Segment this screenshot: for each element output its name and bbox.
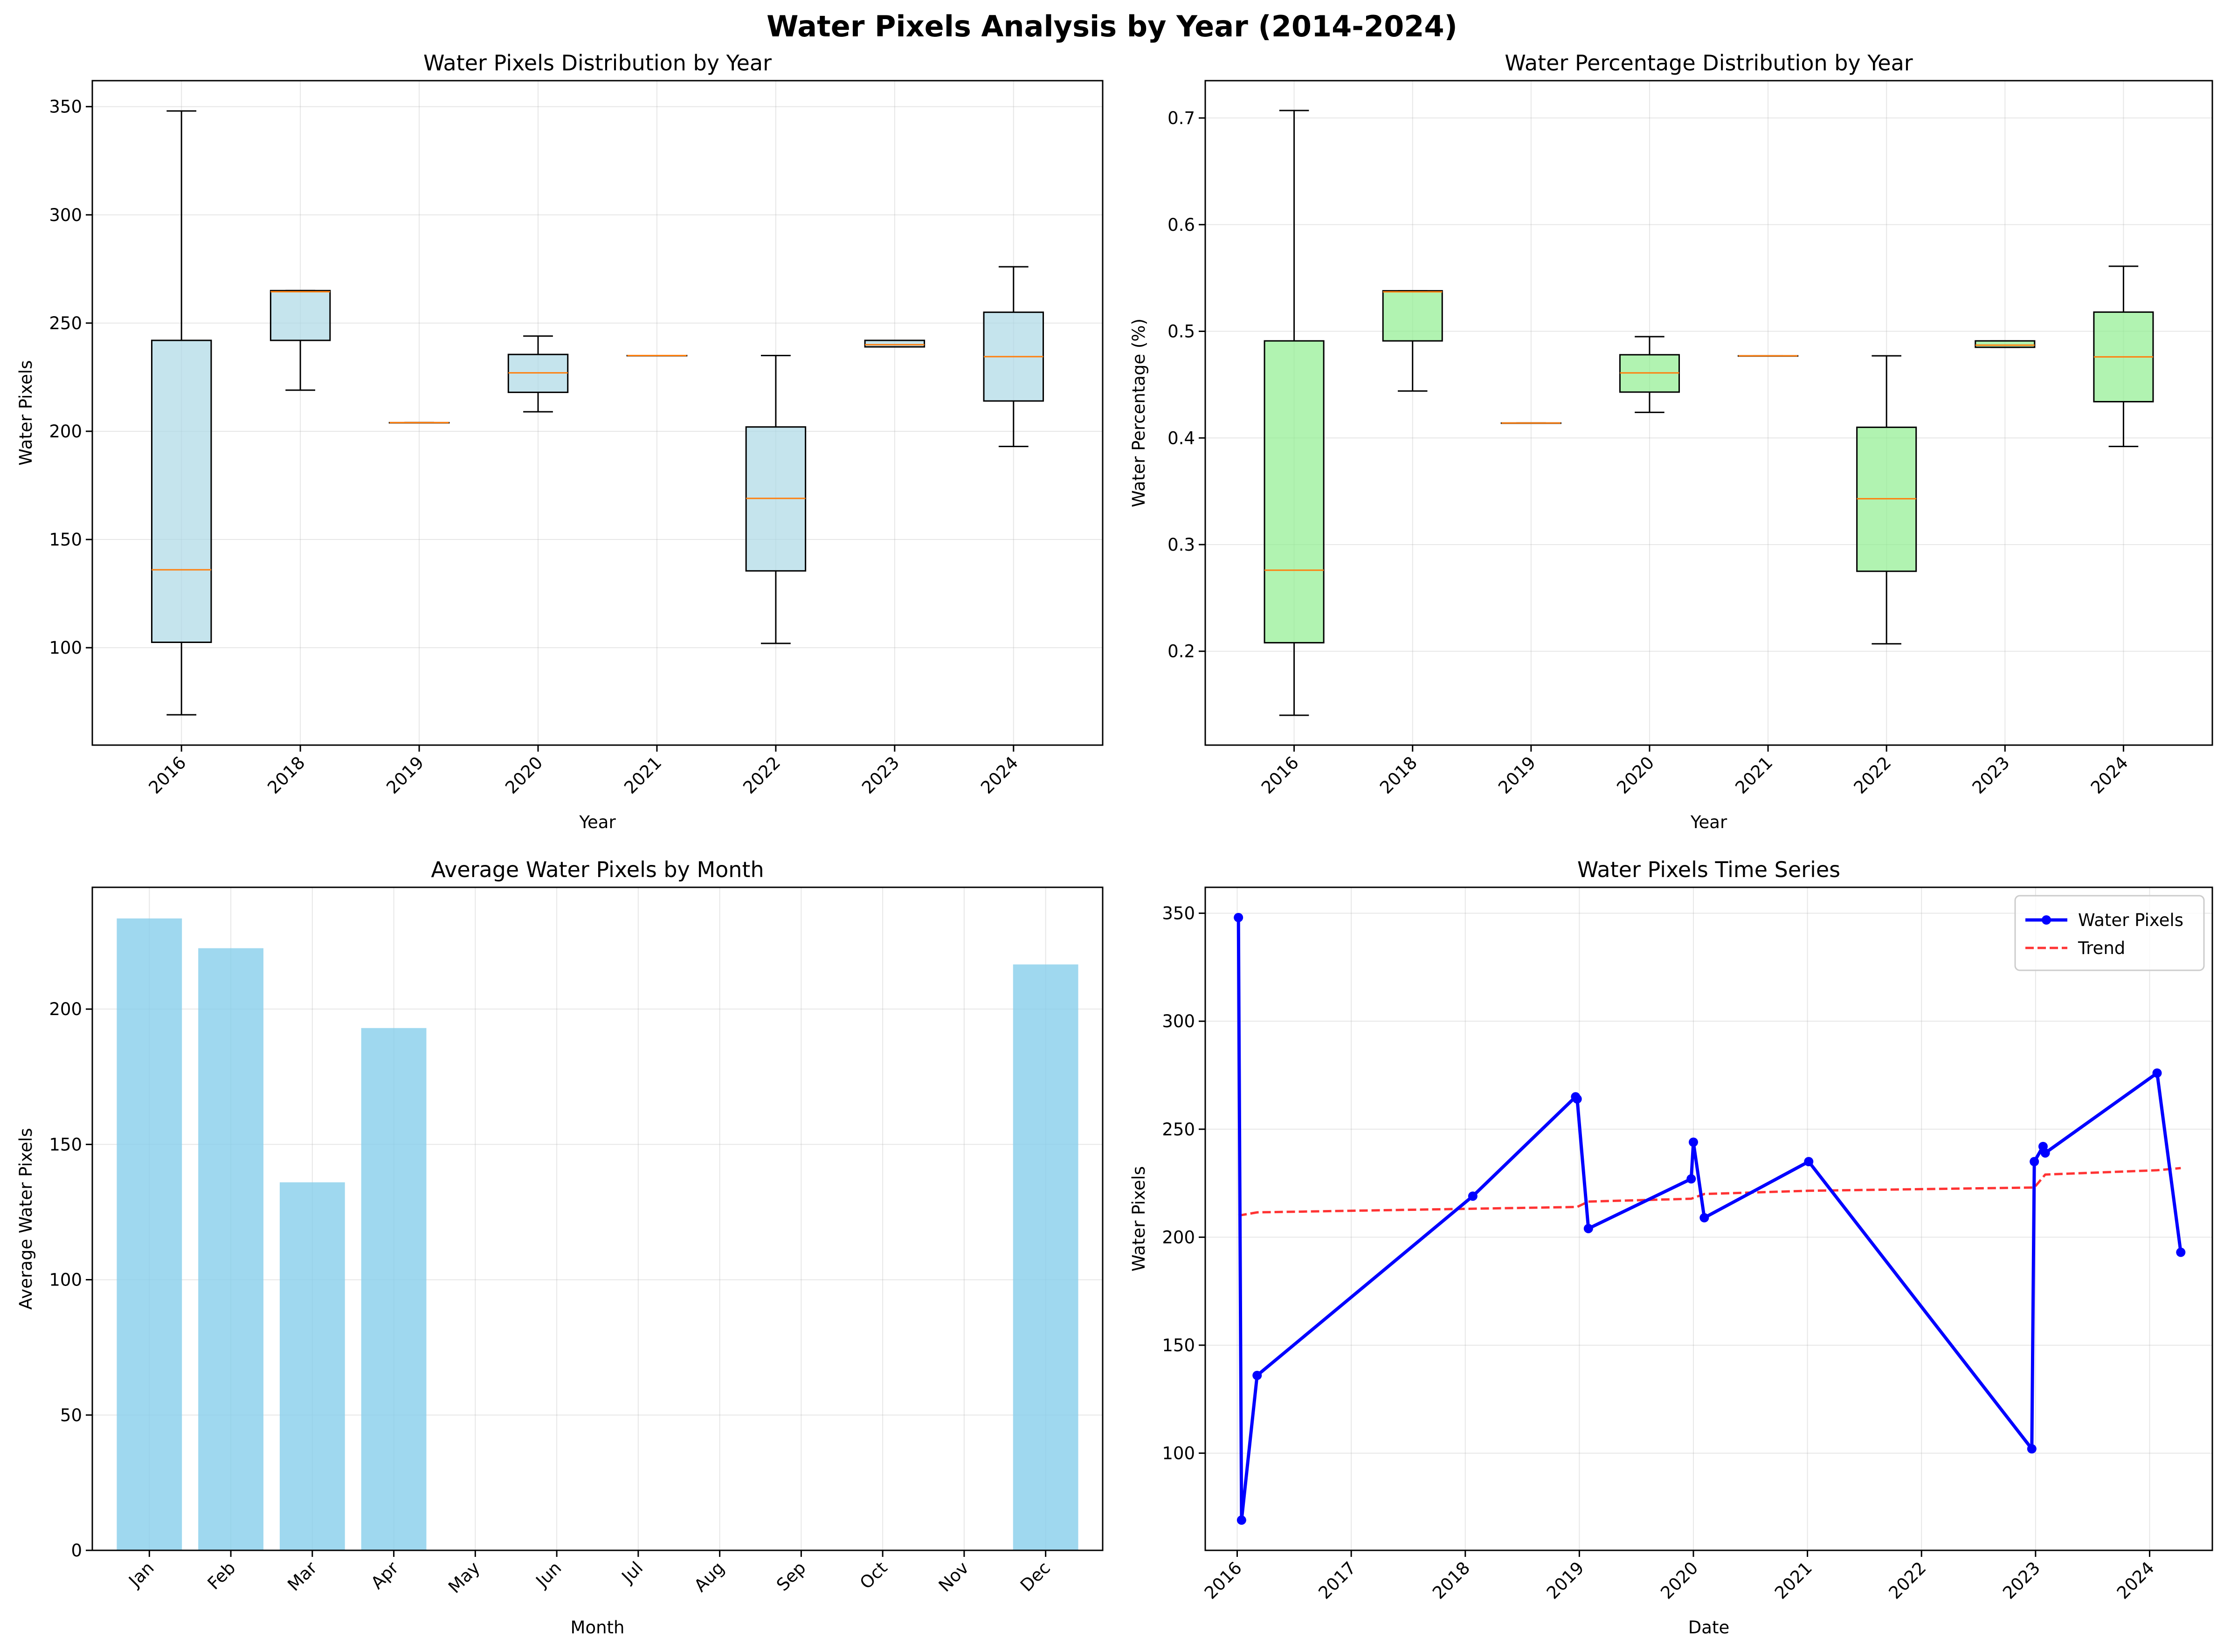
box0-ytick-label: 200 (49, 422, 82, 442)
timeseries-ytick-label: 100 (1162, 1444, 1195, 1464)
water-pixels-point (1686, 1174, 1696, 1184)
bar-mar (279, 1182, 345, 1550)
water-pixels-point (2176, 1247, 2186, 1257)
water-pixels-point (2040, 1148, 2050, 1158)
timeseries-ytick-label: 300 (1162, 1011, 1195, 1031)
bar-dec (1013, 964, 1078, 1550)
bar-ytick-label: 200 (49, 999, 82, 1019)
box1-frame (1204, 80, 2213, 746)
box0-title: Water Pixels Distribution by Year (423, 50, 772, 76)
box1-ytick-label: 0.4 (1167, 428, 1195, 448)
box0-xlabel: Year (579, 812, 616, 832)
water-pixels-point (2152, 1068, 2162, 1078)
box1-box (1975, 340, 2036, 348)
bar-xlabel: Month (571, 1617, 625, 1638)
water-pixels-point (1572, 1094, 1582, 1104)
water-pixels-point (2030, 1157, 2039, 1167)
box1-ytick-label: 0.2 (1167, 642, 1195, 662)
timeseries-xlabel: Date (1688, 1617, 1729, 1638)
figure-title: Water Pixels Analysis by Year (2014-2024… (767, 9, 1457, 43)
box1-ytick-label: 0.6 (1167, 215, 1195, 235)
box0-box (151, 339, 212, 643)
timeseries-ytick-label: 250 (1162, 1120, 1195, 1140)
box1-box (1264, 340, 1325, 643)
water-pixels-point (1688, 1137, 1698, 1147)
box0-box (269, 290, 331, 341)
timeseries-ytick-label: 350 (1162, 904, 1195, 924)
box1-box (1382, 290, 1443, 342)
legend-box (2014, 895, 2205, 971)
panel-average-water-pixels-by-month: Average Water Pixels by Month Average Wat… (16, 857, 1104, 1638)
bar-ytick-label: 50 (60, 1405, 82, 1425)
timeseries-ylabel: Water Pixels (1129, 1166, 1149, 1272)
timeseries-ytick-label: 200 (1162, 1227, 1195, 1247)
water-pixels-point (1252, 1370, 1262, 1380)
water-pixels-point (1468, 1191, 1478, 1201)
box1-ytick-label: 0.7 (1167, 108, 1195, 128)
trend-line (1238, 1167, 2181, 1217)
timeseries-title: Water Pixels Time Series (1577, 857, 1840, 882)
bar-jan (117, 918, 182, 1550)
box1-xlabel: Year (1690, 812, 1727, 832)
timeseries-ytick-label: 150 (1162, 1335, 1195, 1355)
bar-ytick-label: 150 (49, 1134, 82, 1154)
box1-ytick-label: 0.3 (1167, 535, 1195, 555)
legend-marker-water-pixels (2042, 915, 2051, 925)
water-pixels-point (2027, 1444, 2037, 1454)
bar-ylabel: Average Water Pixels (16, 1128, 36, 1310)
bar-ytick-label: 0 (71, 1541, 82, 1561)
box1-ylabel: Water Percentage (%) (1129, 318, 1149, 507)
box0-ytick-label: 100 (49, 638, 82, 658)
bar-title: Average Water Pixels by Month (431, 857, 764, 882)
panel-water-pixels-distribution: Water Pixels Distribution by Year Water P… (16, 50, 1104, 832)
water-pixels-point (1804, 1157, 1814, 1167)
water-pixels-point (1699, 1213, 1709, 1223)
bar-feb (198, 948, 263, 1550)
box0-ylabel: Water Pixels (16, 360, 36, 466)
water-pixels-point (1234, 912, 1243, 922)
water-pixels-point (1583, 1223, 1593, 1233)
bar-frame (91, 886, 1104, 1551)
box0-ytick-label: 350 (49, 97, 82, 117)
box0-box (864, 339, 926, 348)
box0-ytick-label: 150 (49, 530, 82, 550)
water-pixels-point (1236, 1515, 1246, 1525)
box0-ytick-label: 250 (49, 313, 82, 333)
box1-title: Water Percentage Distribution by Year (1505, 50, 1913, 76)
bar-ytick-label: 100 (49, 1270, 82, 1290)
legend-label-trend: Trend (2078, 938, 2125, 958)
box0-ytick-label: 300 (49, 205, 82, 225)
timeseries-frame (1204, 886, 2213, 1551)
legend-label-water-pixels: Water Pixels (2078, 910, 2183, 930)
bar-apr (361, 1028, 427, 1550)
box1-ytick-label: 0.5 (1167, 322, 1195, 342)
box0-frame (91, 80, 1104, 746)
